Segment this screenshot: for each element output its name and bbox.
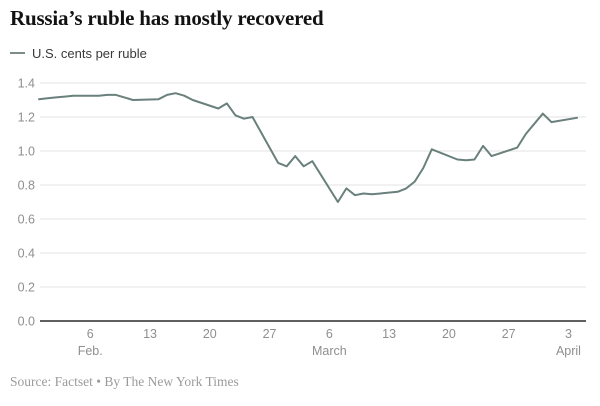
- y-axis-tick-label: 0.8: [18, 179, 35, 193]
- x-axis-tick-label: 6: [326, 327, 333, 341]
- y-axis-tick-label: 1.0: [18, 145, 35, 159]
- x-axis-tick-label: 20: [203, 327, 217, 341]
- y-axis-tick-label: 1.2: [18, 111, 35, 125]
- x-axis-tick-label: 13: [382, 327, 396, 341]
- x-axis-month-label: March: [312, 344, 347, 358]
- source-credit: Source: Factset • By The New York Times: [10, 374, 239, 389]
- series-line-ruble: [38, 92, 578, 203]
- x-axis-tick-label: 6: [87, 327, 94, 341]
- x-axis-tick-label: 13: [143, 327, 157, 341]
- chart-title: Russia’s ruble has mostly recovered: [10, 6, 324, 30]
- x-axis-tick-label: 27: [263, 327, 277, 341]
- x-axis-month-label: Feb.: [78, 344, 103, 358]
- y-axis-tick-label: 0.0: [18, 315, 35, 329]
- y-axis-tick-label: 0.4: [18, 247, 35, 261]
- y-axis-tick-label: 0.2: [18, 281, 35, 295]
- legend-line-swatch: [10, 52, 25, 54]
- x-axis-tick-label: 27: [502, 327, 516, 341]
- y-axis-tick-label: 0.6: [18, 213, 35, 227]
- legend: U.S. cents per ruble: [10, 45, 147, 61]
- x-axis-tick-label: 20: [442, 327, 456, 341]
- y-axis-tick-label: 1.4: [18, 77, 35, 91]
- x-axis-tick-label: 3: [565, 327, 572, 341]
- legend-label: U.S. cents per ruble: [32, 45, 147, 61]
- x-axis-month-label: April: [556, 344, 581, 358]
